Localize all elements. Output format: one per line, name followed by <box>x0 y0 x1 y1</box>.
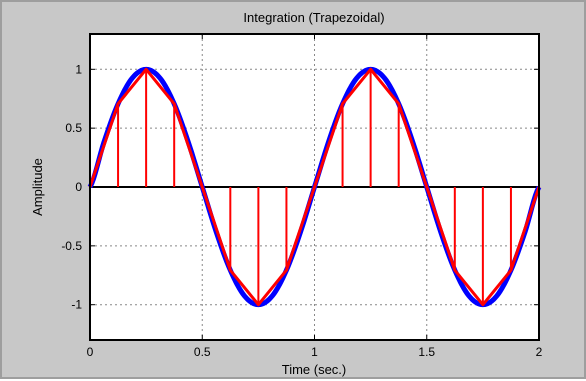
y-tick-label: 0.5 <box>65 121 82 135</box>
tick-labels: 0 0.5 1 1.5 2 1 0.5 0 -0.5 -1 <box>61 62 542 359</box>
x-tick-label: 0 <box>87 345 94 359</box>
chart-title: Integration (Trapezoidal) <box>243 10 384 25</box>
x-axis-label: Time (sec.) <box>282 362 347 377</box>
plot-frame <box>89 33 540 341</box>
y-tick-label: -0.5 <box>61 239 82 253</box>
y-tick-label: 0 <box>75 180 82 194</box>
series-line-red <box>88 67 541 307</box>
series-layer <box>87 66 542 308</box>
y-tick-label: 1 <box>75 62 82 76</box>
x-tick-label: 0.5 <box>194 345 211 359</box>
x-tick-label: 1 <box>311 345 318 359</box>
x-tick-label: 2 <box>536 345 543 359</box>
y-axis-label: Amplitude <box>30 158 45 216</box>
y-tick-label: -1 <box>71 298 82 312</box>
x-tick-label: 1.5 <box>418 345 435 359</box>
